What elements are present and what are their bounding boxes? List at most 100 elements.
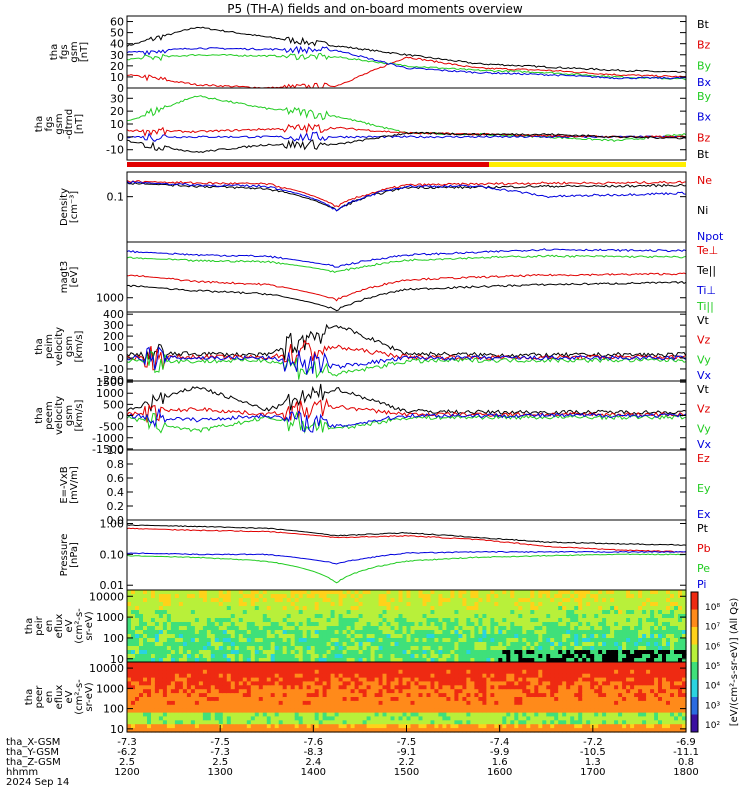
spectrogram-cell [478, 700, 483, 706]
spectrogram-cell [458, 728, 463, 733]
spectrogram-cell [298, 634, 304, 639]
spectrogram-cell [414, 708, 420, 714]
spectrogram-cell [410, 594, 416, 599]
spectrogram-cell [506, 650, 511, 655]
spectrogram-cell [234, 642, 240, 647]
spectrogram-cell [534, 716, 539, 721]
y-tick-label: 0.10 [100, 548, 125, 561]
spectrogram-cell [131, 622, 136, 627]
spectrogram-cell [202, 728, 208, 733]
spectrogram-cell [354, 716, 360, 721]
spectrogram-cell [294, 614, 300, 619]
spectrogram-cell [458, 708, 463, 714]
spectrogram-cell [350, 662, 356, 667]
spectrogram-cell [270, 681, 276, 686]
spectrogram-cell [598, 630, 603, 635]
spectrogram-cell [398, 646, 404, 651]
spectrogram-cell [446, 594, 451, 599]
spectrogram-cell [254, 614, 260, 619]
spectrogram-cell [478, 689, 483, 694]
spectrogram-cell [474, 720, 479, 725]
spectrogram-cell [166, 685, 172, 690]
spectrogram-cell [514, 646, 519, 651]
spectrogram-cell [598, 634, 603, 639]
spectrogram-cell [402, 708, 408, 714]
spectrogram-cell [498, 677, 503, 683]
spectrogram-cell [386, 646, 392, 651]
spectrogram-cell [246, 646, 252, 651]
spectrogram-cell [526, 724, 531, 729]
spectrogram-cell [390, 708, 396, 714]
spectrogram-cell [622, 622, 627, 627]
spectrogram-cell [262, 610, 268, 615]
spectrogram-cell [358, 716, 364, 721]
spectrogram-cell [590, 700, 595, 706]
spectrogram-cell [210, 685, 216, 690]
series-line-Vz [126, 339, 687, 371]
spectrogram-cell [562, 712, 567, 718]
spectrogram-cell [434, 728, 439, 733]
spectrogram-cell [139, 708, 144, 714]
spectrogram-cell [306, 673, 312, 679]
spectrogram-cell [386, 654, 392, 659]
series-line-Pe [126, 553, 686, 584]
spectrogram-cell [418, 646, 424, 651]
spectrogram-cell [166, 642, 172, 647]
spectrogram-cell [642, 642, 647, 647]
spectrogram-cell [246, 622, 252, 627]
spectrogram-cell [574, 618, 579, 623]
spectrogram-cell [546, 704, 551, 710]
spectrogram-cell [326, 658, 332, 663]
spectrogram-cell [282, 594, 288, 599]
spectrogram-cell [670, 598, 675, 603]
spectrogram-cell [438, 697, 443, 702]
spectrogram-cell [222, 712, 228, 718]
spectrogram-cell [302, 708, 308, 714]
spectrogram-cell [330, 642, 336, 647]
spectrogram-cell [198, 700, 204, 706]
spectrogram-cell [662, 646, 667, 651]
spectrogram-cell [170, 650, 176, 655]
spectrogram-cell [442, 677, 447, 683]
spectrogram-cell [418, 681, 424, 686]
spectrogram-cell [414, 685, 420, 690]
spectrogram-cell [234, 606, 240, 611]
spectrogram-cell [230, 642, 236, 647]
spectrogram-cell [206, 618, 212, 623]
spectrogram-cell [234, 654, 240, 659]
spectrogram-cell [366, 662, 372, 667]
spectrogram-cell [490, 724, 495, 729]
spectrogram-cell [350, 681, 356, 686]
spectrogram-cell [270, 728, 276, 733]
spectrogram-cell [131, 700, 136, 706]
spectrogram-cell [342, 610, 348, 615]
spectrogram-cell [558, 724, 563, 729]
spectrogram-cell [414, 677, 420, 683]
spectrogram-cell [302, 673, 308, 679]
spectrogram-cell [162, 662, 168, 667]
spectrogram-cell [574, 598, 579, 603]
spectrogram-cell [422, 658, 428, 663]
spectrogram-cell [482, 712, 487, 718]
spectrogram-cell [382, 634, 388, 639]
spectrogram-cell [574, 614, 579, 619]
y-axis-label: Density [cm⁻³] [59, 188, 80, 226]
spectrogram-cell [422, 646, 428, 651]
spectrogram-cell [154, 654, 160, 659]
spectrogram-cell [382, 708, 388, 714]
y-tick-label: 0.8 [107, 458, 125, 471]
spectrogram-cell [342, 704, 348, 710]
spectrogram-cell [638, 634, 643, 639]
spectrogram-cell [206, 677, 212, 683]
spectrogram-cell [570, 685, 575, 690]
spectrogram-cell [498, 681, 503, 686]
spectrogram-cell [498, 716, 503, 721]
spectrogram-cell [454, 626, 459, 631]
spectrogram-cell [510, 685, 515, 690]
spectrogram-cell [526, 630, 531, 635]
spectrogram-cell [262, 590, 268, 595]
spectrogram-cell [158, 673, 164, 679]
spectrogram-cell [374, 650, 380, 655]
spectrogram-cell [398, 669, 404, 675]
spectrogram-cell [438, 677, 443, 683]
